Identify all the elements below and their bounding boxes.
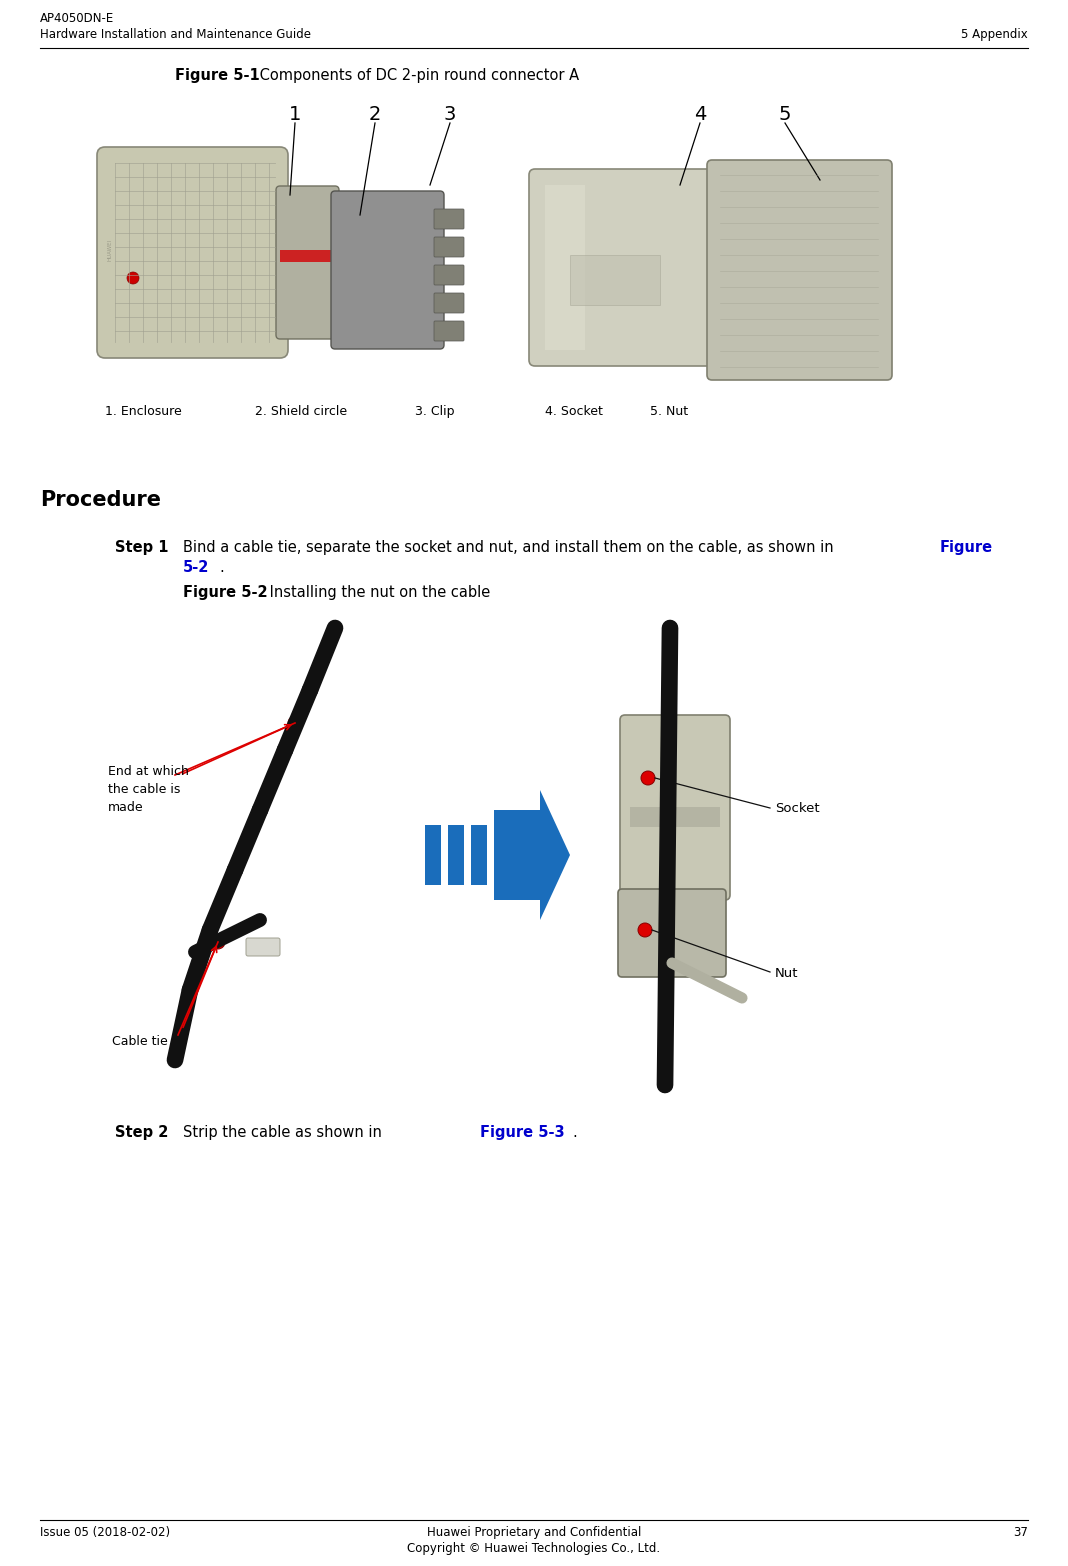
Text: Components of DC 2-pin round connector A: Components of DC 2-pin round connector A [255, 67, 579, 83]
Circle shape [288, 716, 302, 730]
Circle shape [127, 272, 139, 283]
Text: 5 Appendix: 5 Appendix [961, 28, 1028, 41]
Bar [570, 255, 660, 305]
Text: Hardware Installation and Maintenance Guide: Hardware Installation and Maintenance Gu… [40, 28, 311, 41]
Text: Figure: Figure [940, 540, 993, 554]
Polygon shape [494, 789, 570, 919]
Text: Procedure: Procedure [40, 490, 161, 511]
Text: Socket: Socket [775, 802, 819, 814]
Text: 1. Enclosure: 1. Enclosure [105, 406, 182, 418]
FancyBboxPatch shape [246, 938, 280, 955]
Text: Bind a cable tie, separate the socket and nut, and install them on the cable, as: Bind a cable tie, separate the socket an… [183, 540, 838, 554]
Text: Cable tie: Cable tie [112, 1035, 168, 1048]
FancyBboxPatch shape [621, 716, 731, 900]
FancyBboxPatch shape [434, 265, 464, 285]
Text: Figure 5-2: Figure 5-2 [183, 586, 268, 600]
Text: Copyright © Huawei Technologies Co., Ltd.: Copyright © Huawei Technologies Co., Ltd… [407, 1543, 661, 1555]
Bar [630, 806, 720, 827]
Bar [425, 825, 441, 885]
FancyBboxPatch shape [434, 293, 464, 313]
Text: 1: 1 [288, 105, 301, 124]
Text: Huawei Proprietary and Confidential: Huawei Proprietary and Confidential [427, 1525, 641, 1539]
FancyBboxPatch shape [276, 186, 339, 338]
FancyBboxPatch shape [434, 208, 464, 229]
Bar [447, 825, 464, 885]
Text: 37: 37 [1014, 1525, 1028, 1539]
Text: End at which: End at which [108, 766, 189, 778]
Text: 5. Nut: 5. Nut [650, 406, 688, 418]
FancyBboxPatch shape [97, 147, 288, 359]
Text: made: made [108, 800, 143, 814]
Text: Installing the nut on the cable: Installing the nut on the cable [265, 586, 490, 600]
Text: .: . [219, 561, 224, 575]
Text: AP4050DN-E: AP4050DN-E [40, 13, 114, 25]
Text: Strip the cable as shown in: Strip the cable as shown in [183, 1124, 387, 1140]
FancyBboxPatch shape [529, 169, 716, 366]
Text: HUAWEI: HUAWEI [108, 240, 113, 262]
FancyBboxPatch shape [331, 191, 444, 349]
Bar [545, 185, 585, 349]
Text: the cable is: the cable is [108, 783, 180, 796]
Text: 3: 3 [444, 105, 456, 124]
Text: Step 1: Step 1 [115, 540, 169, 554]
Text: 2. Shield circle: 2. Shield circle [255, 406, 347, 418]
Bar [280, 251, 335, 262]
Text: Nut: Nut [775, 966, 799, 980]
Text: 2: 2 [368, 105, 381, 124]
Circle shape [211, 935, 225, 949]
Circle shape [641, 770, 655, 785]
Text: Step 2: Step 2 [115, 1124, 169, 1140]
Text: 4. Socket: 4. Socket [545, 406, 602, 418]
FancyBboxPatch shape [707, 160, 892, 381]
Text: 4: 4 [694, 105, 706, 124]
FancyBboxPatch shape [434, 236, 464, 257]
FancyBboxPatch shape [434, 321, 464, 341]
Text: .: . [572, 1124, 577, 1140]
FancyBboxPatch shape [618, 889, 726, 977]
Bar [471, 825, 487, 885]
Text: Issue 05 (2018-02-02): Issue 05 (2018-02-02) [40, 1525, 170, 1539]
Text: 5-2: 5-2 [183, 561, 209, 575]
Text: Figure 5-1: Figure 5-1 [175, 67, 260, 83]
Text: 3. Clip: 3. Clip [415, 406, 455, 418]
Circle shape [638, 922, 651, 936]
Text: 5: 5 [779, 105, 791, 124]
Text: Figure 5-3: Figure 5-3 [480, 1124, 565, 1140]
